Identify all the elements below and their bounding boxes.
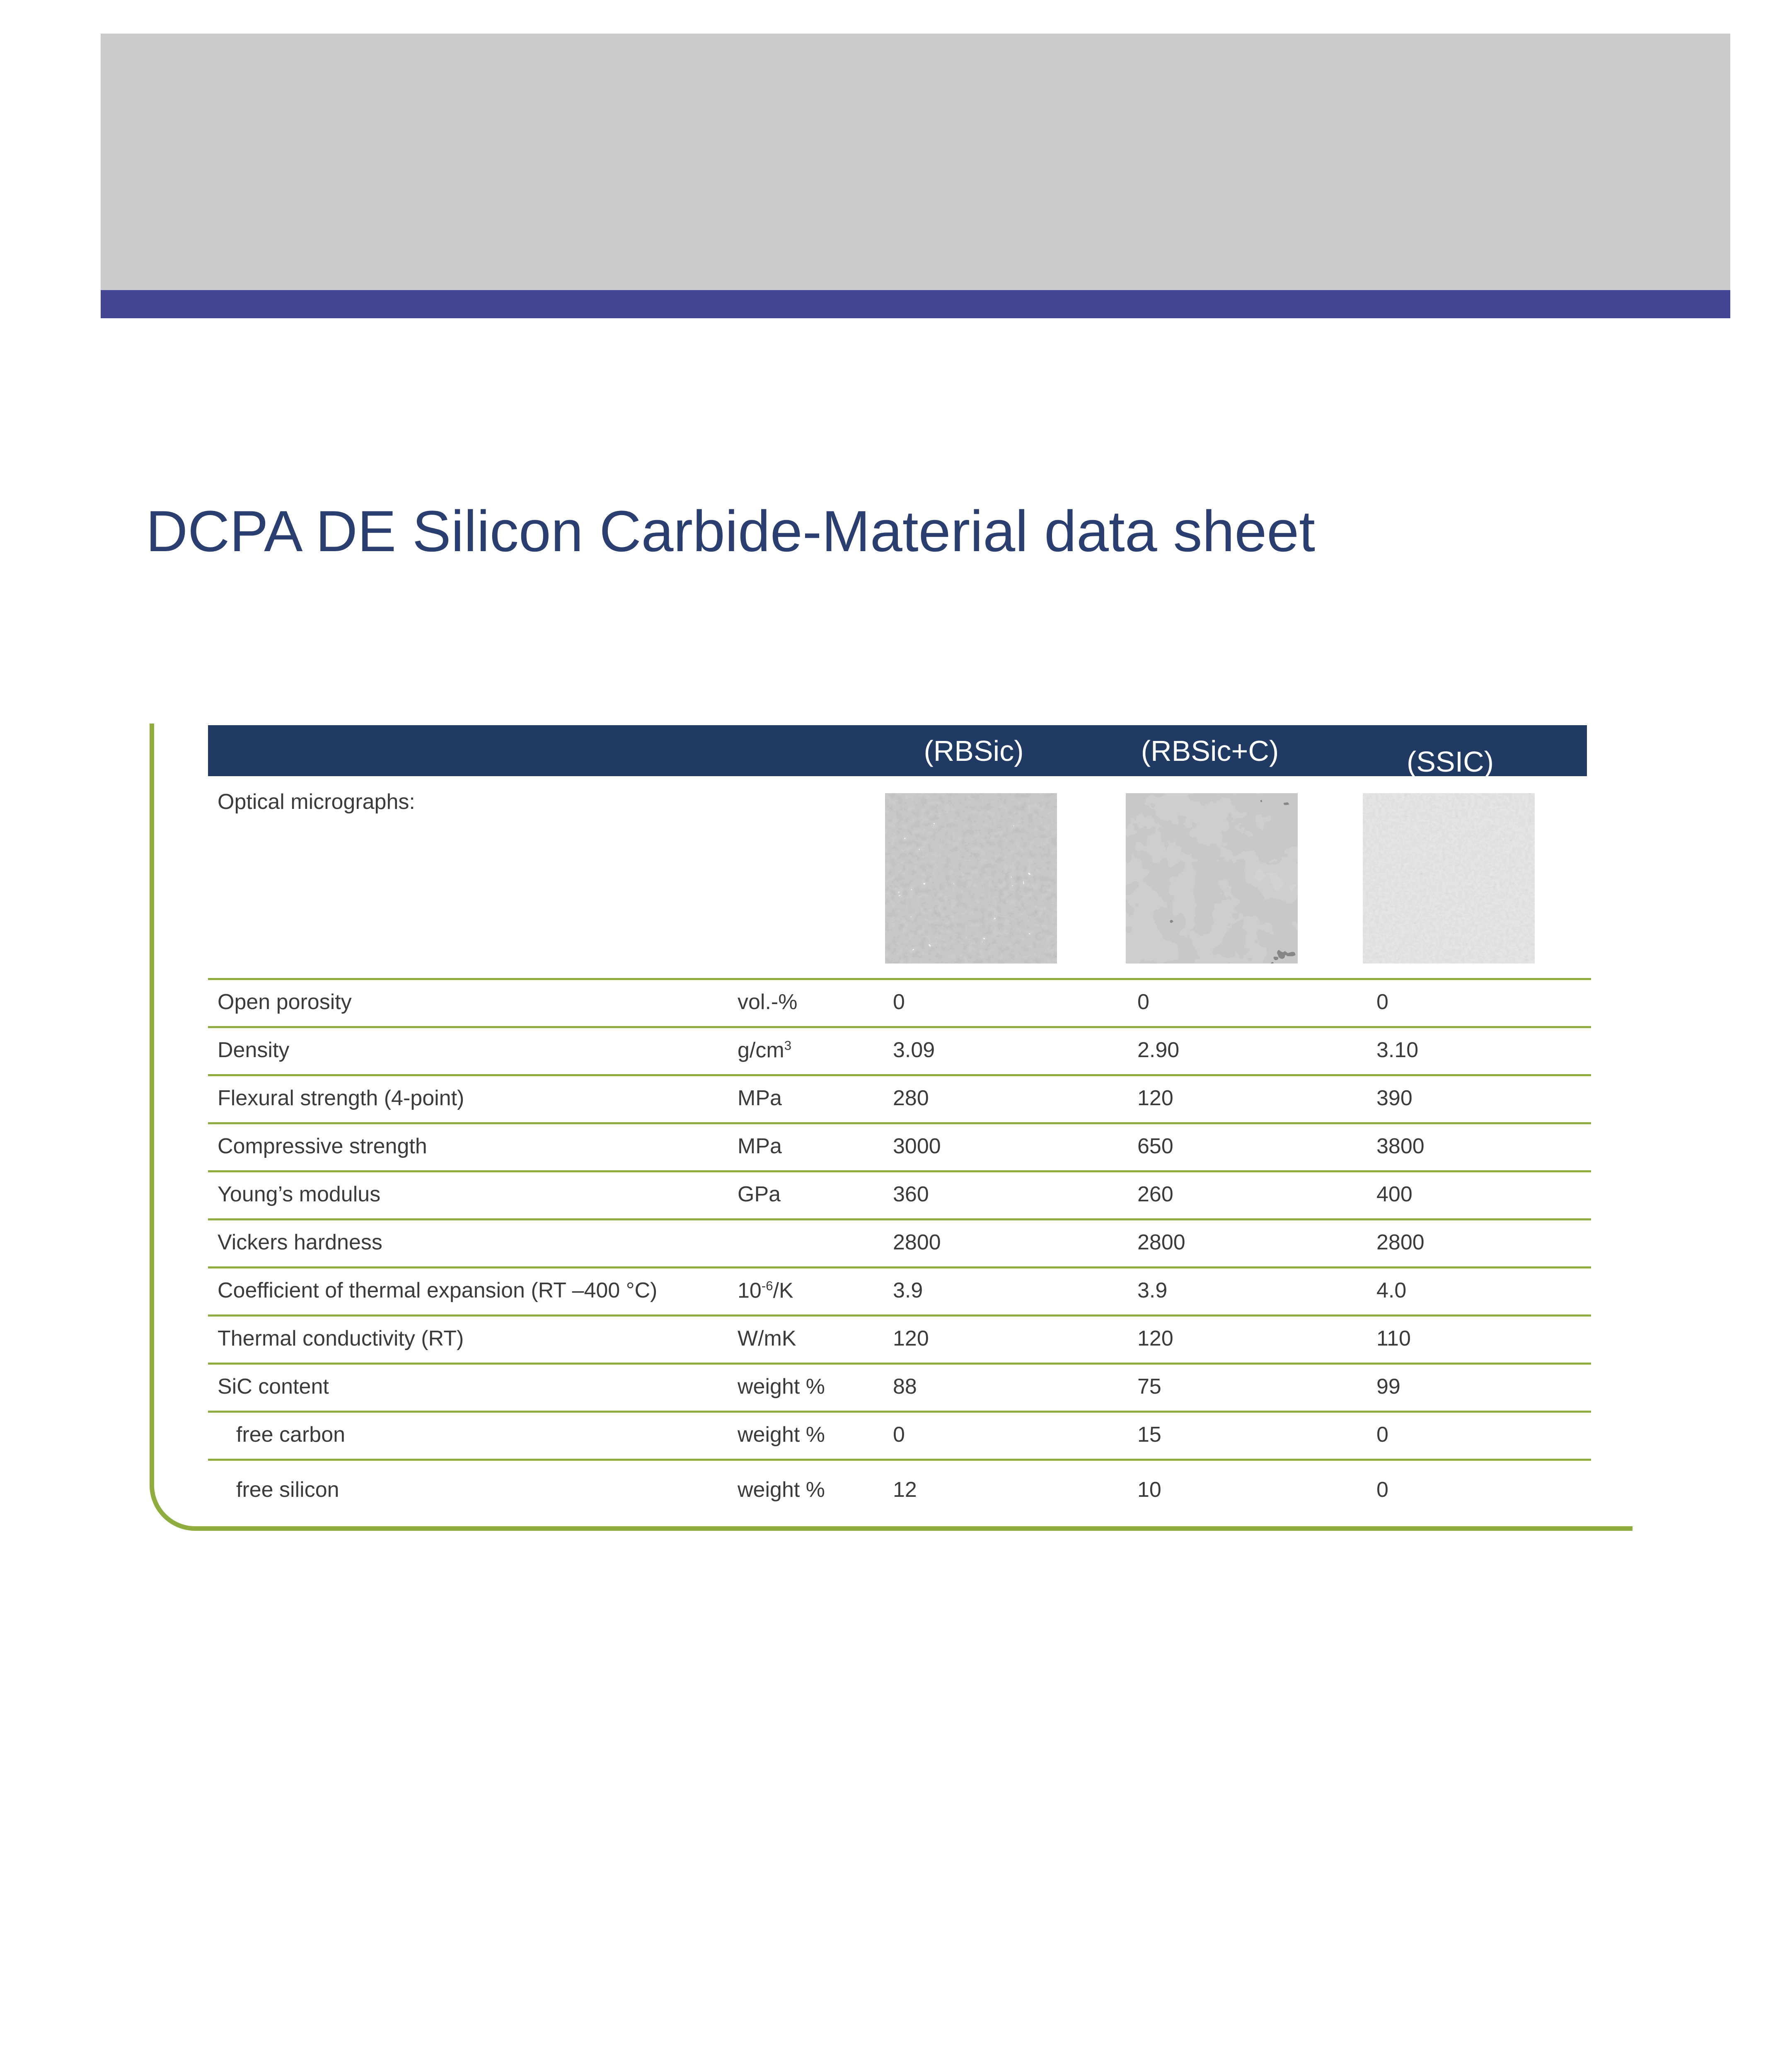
table-row: Density g/cm3 3.09 2.90 3.10 [208, 1026, 1591, 1074]
row-unit: weight % [738, 1375, 825, 1399]
row-unit: MPa [738, 1134, 782, 1158]
table-row: Thermal conductivity (RT) W/mK 120 120 1… [208, 1314, 1591, 1363]
row-separator-line [208, 1122, 1591, 1124]
table-row: Open porosity vol.-% 0 0 0 [208, 978, 1591, 1026]
row-separator-line [208, 978, 1591, 980]
row-unit: W/mK [738, 1326, 796, 1351]
row-unit: MPa [738, 1086, 782, 1110]
row-separator-line [208, 1218, 1591, 1220]
row-property-label: Flexural strength (4-point) [218, 1086, 464, 1110]
table-accent-border [150, 724, 1633, 1531]
row-value-rbsic-c: 15 [1137, 1423, 1161, 1447]
row-unit: weight % [738, 1478, 825, 1502]
row-value-ssic: 2800 [1376, 1230, 1425, 1254]
row-value-rbsic-c: 0 [1137, 990, 1149, 1014]
row-value-rbsic: 88 [893, 1375, 917, 1399]
row-unit: g/cm3 [738, 1038, 792, 1063]
row-value-ssic: 0 [1376, 1423, 1388, 1447]
optical-micrographs-label: Optical micrographs: [218, 790, 415, 814]
row-value-rbsic-c: 75 [1137, 1375, 1161, 1399]
row-separator-line [208, 1314, 1591, 1317]
row-property-label: free silicon [236, 1478, 339, 1502]
header-blue-stripe [101, 290, 1730, 318]
table-header: (RBSic) (RBSic+C) (SSIC) [208, 725, 1587, 778]
row-value-rbsic-c: 3.9 [1137, 1278, 1168, 1302]
row-value-ssic: 3800 [1376, 1134, 1425, 1158]
micrograph-image-ssic [1363, 793, 1535, 963]
row-unit: weight % [738, 1423, 825, 1447]
row-value-ssic: 3.10 [1376, 1038, 1419, 1062]
row-value-rbsic: 3.09 [893, 1038, 935, 1062]
row-value-rbsic: 120 [893, 1326, 929, 1351]
row-value-ssic: 0 [1376, 1478, 1388, 1502]
row-unit: GPa [738, 1182, 781, 1206]
row-value-rbsic: 360 [893, 1182, 929, 1206]
row-value-rbsic-c: 120 [1137, 1086, 1173, 1110]
row-property-label: Compressive strength [218, 1134, 427, 1158]
row-value-ssic: 99 [1376, 1375, 1400, 1399]
row-value-ssic: 400 [1376, 1182, 1412, 1206]
micrograph-image-rbsic-c [1126, 793, 1298, 963]
row-value-ssic: 110 [1376, 1326, 1411, 1351]
row-value-rbsic: 3000 [893, 1134, 941, 1158]
row-separator-line [208, 1363, 1591, 1365]
page-title: DCPA DE Silicon Carbide-Material data sh… [146, 499, 1316, 564]
row-unit: vol.-% [738, 990, 798, 1014]
row-separator-line [208, 1459, 1591, 1461]
row-property-label: Thermal conductivity (RT) [218, 1326, 464, 1351]
row-value-rbsic: 280 [893, 1086, 929, 1110]
table-row: Coefficient of thermal expansion (RT –40… [208, 1266, 1591, 1314]
row-separator-line [208, 1411, 1591, 1413]
table-row: Young’s modulus GPa 360 260 400 [208, 1170, 1591, 1218]
row-property-label: Open porosity [218, 990, 352, 1014]
row-value-ssic: 0 [1376, 990, 1388, 1014]
row-value-rbsic-c: 120 [1137, 1326, 1173, 1351]
row-value-rbsic-c: 10 [1137, 1478, 1161, 1502]
row-value-rbsic: 12 [893, 1478, 917, 1502]
row-value-ssic: 390 [1376, 1086, 1412, 1110]
table-row: free silicon weight % 12 10 0 [208, 1459, 1591, 1521]
row-separator-line [208, 1170, 1591, 1172]
row-property-label: SiC content [218, 1375, 329, 1399]
row-unit: 10-6/K [738, 1278, 793, 1303]
row-value-rbsic: 0 [893, 990, 905, 1014]
column-header-rbsic: (RBSic) [924, 734, 1024, 767]
row-value-rbsic-c: 2.90 [1137, 1038, 1180, 1062]
row-value-rbsic: 3.9 [893, 1278, 923, 1302]
row-value-ssic: 4.0 [1376, 1278, 1407, 1302]
row-value-rbsic: 0 [893, 1423, 905, 1447]
row-value-rbsic-c: 260 [1137, 1182, 1173, 1206]
row-separator-line [208, 1074, 1591, 1076]
column-header-rbsic-c: (RBSic+C) [1141, 734, 1279, 767]
row-value-rbsic: 2800 [893, 1230, 941, 1254]
row-value-rbsic-c: 650 [1137, 1134, 1173, 1158]
table-row: Flexural strength (4-point) MPa 280 120 … [208, 1074, 1591, 1122]
table-row: free carbon weight % 0 15 0 [208, 1411, 1591, 1459]
row-property-label: Vickers hardness [218, 1230, 382, 1254]
column-header-ssic: (SSIC) [1407, 745, 1494, 778]
row-separator-line [208, 1266, 1591, 1268]
table-row: Compressive strength MPa 3000 650 3800 [208, 1122, 1591, 1170]
header-gray-banner [101, 34, 1730, 290]
row-property-label: Young’s modulus [218, 1182, 381, 1206]
row-property-label: Coefficient of thermal expansion (RT –40… [218, 1278, 658, 1302]
row-property-label: free carbon [236, 1423, 346, 1447]
table-row: SiC content weight % 88 75 99 [208, 1363, 1591, 1411]
micrograph-image-rbsic [885, 793, 1057, 963]
row-separator-line [208, 1026, 1591, 1028]
row-property-label: Density [218, 1038, 290, 1062]
table-row: Vickers hardness 2800 2800 2800 [208, 1218, 1591, 1266]
row-value-rbsic-c: 2800 [1137, 1230, 1185, 1254]
